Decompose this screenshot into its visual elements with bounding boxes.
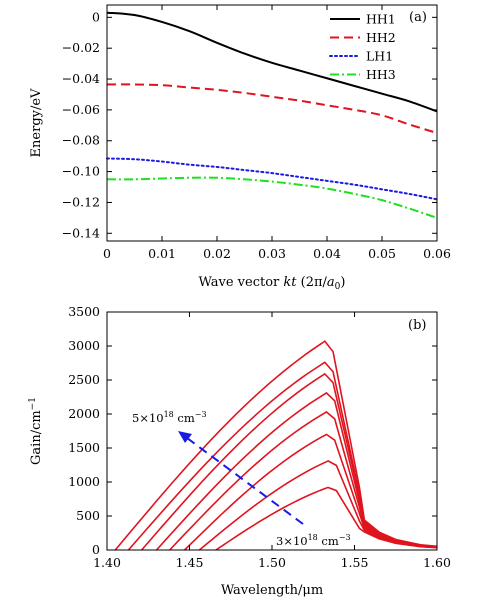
x-tick-label: 0.05 [368,246,396,261]
annotation-lower: 3×1018 cm−3 [276,533,351,548]
y-tick-label: −0.04 [62,71,100,86]
gain-curve [169,410,438,551]
x-tick-label: 0 [103,246,111,261]
legend-label-lh1: LH1 [366,49,393,64]
panel-b-xlabel: Wavelength/μm [221,583,323,598]
panel-a-series [106,11,438,219]
y-tick-label: −0.12 [62,194,100,209]
concentration-arrow-head [178,431,192,443]
y-tick-label: 500 [76,508,100,523]
y-tick-label: 0 [92,9,100,24]
annotation-upper: 5×1018 cm−3 [132,410,207,425]
series-hh2 [106,83,438,134]
gain-curve [183,433,438,551]
panel-b-tag: (b) [408,318,426,333]
x-tick-label: 0.03 [258,246,286,261]
series-lh1 [106,157,438,201]
gain-curve [141,372,438,551]
concentration-arrow-line [186,437,304,525]
legend-label-hh1: HH1 [366,12,396,27]
legend-label-hh3: HH3 [366,67,396,82]
x-tick-label: 0.02 [203,246,231,261]
panel-a-tag: (a) [409,10,427,25]
y-tick-label: 3500 [68,304,100,319]
y-tick-label: −0.08 [62,133,100,148]
x-tick-label: 1.60 [423,555,451,570]
y-tick-label: −0.02 [62,40,100,55]
y-tick-label: −0.14 [62,225,100,240]
y-tick-label: 2000 [68,406,100,421]
x-tick-label: 1.40 [93,555,121,570]
y-tick-label: 2500 [68,372,100,387]
panel-a-ylabel: Energy/eV [29,88,44,158]
panel-b: 1.40 1.45 1.50 1.55 1.60 0 500 1000 1500 2000 2500… [28,304,451,598]
gain-curve [155,391,438,551]
y-tick-label: 0 [92,542,100,557]
gain-curve [198,460,438,551]
panel-b-ticks: 1.40 1.45 1.50 1.55 1.60 0 500 1000 1500 2000 2500… [68,304,451,570]
x-tick-label: 1.50 [258,555,286,570]
gain-curve [114,340,438,551]
gain-curve [215,486,438,551]
x-tick-label: 1.45 [176,555,204,570]
gain-curve [127,361,438,551]
x-tick-label: 0.06 [423,246,451,261]
panel-b-ylabel: Gain/cm−1 [28,397,44,465]
panel-a-xlabel: Wave vector kt (2π/a0) [199,275,346,292]
y-tick-label: −0.10 [62,164,100,179]
series-hh1 [106,11,438,113]
panel-b-series [114,340,438,551]
y-tick-label: 1000 [68,474,100,489]
y-tick-label: 3000 [68,338,100,353]
series-hh3 [106,176,438,219]
legend-label-hh2: HH2 [366,30,396,45]
y-tick-label: −0.06 [62,102,100,117]
x-tick-label: 0.04 [313,246,341,261]
x-tick-label: 0.01 [148,246,176,261]
panel-a: 0 0.01 0.02 0.03 0.04 0.05 0.06 0 −0.02 −0.04 −0.0… [29,4,451,292]
x-tick-label: 1.55 [341,555,369,570]
panel-a-ticks: 0 0.01 0.02 0.03 0.04 0.05 0.06 0 −0.02 −0.04 −0.0… [62,5,451,261]
concentration-arrow [178,431,304,525]
panel-a-legend: HH1 HH2 LH1 HH3 [329,12,396,82]
y-tick-label: 1500 [68,440,100,455]
